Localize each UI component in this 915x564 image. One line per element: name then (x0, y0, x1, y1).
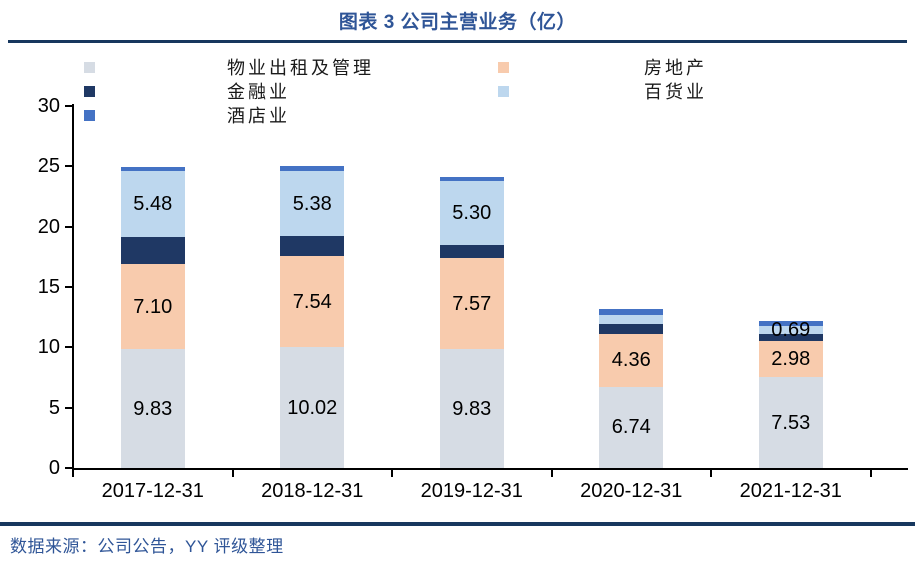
legend-swatch (84, 62, 95, 73)
legend-swatch (84, 86, 95, 97)
y-axis-tick (65, 225, 72, 228)
legend-label: 酒店业 (227, 106, 290, 126)
bar-value-label: 5.48 (133, 193, 173, 216)
bar-segment (599, 334, 664, 387)
bar-segment (280, 171, 345, 237)
bar-value-label: 9.83 (452, 397, 492, 420)
bar-segment (758, 333, 823, 342)
footer-divider (0, 522, 915, 526)
bar-segment (120, 166, 185, 172)
bar-segment (120, 263, 185, 350)
y-axis-tick (65, 165, 72, 168)
bar-value-label: 7.54 (292, 290, 332, 313)
bar-segment (599, 308, 664, 316)
legend-label: 金融业 (227, 82, 290, 102)
bar-value-label: 4.36 (611, 349, 651, 372)
bar-segment (120, 171, 185, 238)
bar-segment (120, 237, 185, 264)
bar-value-label: 10.02 (287, 396, 338, 419)
legend-label: 物业出租及管理 (227, 58, 374, 78)
x-tick-label: 2021-12-31 (739, 480, 842, 502)
legend-label: 百货业 (644, 82, 707, 102)
y-axis-tick (65, 406, 72, 409)
x-tick-label: 2018-12-31 (261, 480, 364, 502)
bar-segment (280, 256, 345, 348)
bar-segment (599, 323, 664, 335)
x-axis-tick (869, 470, 872, 477)
bar-value-label: 7.57 (452, 292, 492, 315)
bar-segment (599, 315, 664, 324)
source-note: 数据来源：公司公告，YY 评级整理 (10, 537, 284, 556)
chart-title: 图表 3 公司主营业务（亿） (338, 12, 577, 33)
legend-swatch (84, 110, 95, 121)
x-axis-tick (231, 470, 234, 477)
bar-segment (439, 181, 504, 246)
bar-segment (439, 349, 504, 468)
y-tick-label: 25 (37, 155, 60, 178)
y-tick-label: 15 (37, 276, 60, 298)
bar-value-label: 5.30 (452, 202, 492, 225)
bar-segment (280, 347, 345, 468)
bar-segment (758, 325, 823, 334)
x-axis-line (72, 468, 908, 470)
bar-segment (758, 320, 823, 326)
bar-value-label: 9.83 (133, 397, 173, 420)
y-axis-tick (65, 286, 72, 288)
legend-swatch (498, 62, 509, 73)
bar-segment (280, 236, 345, 257)
bar-value-label: 6.74 (611, 416, 651, 439)
y-tick-label: 30 (37, 95, 60, 117)
x-tick-label: 2020-12-31 (580, 480, 683, 502)
bar-value-label: 7.53 (771, 411, 811, 434)
x-axis-tick (550, 470, 553, 477)
bar-segment (439, 177, 504, 182)
bar-value-label: 7.10 (133, 295, 173, 318)
y-tick-label: 5 (48, 396, 60, 419)
x-axis-tick (391, 470, 393, 477)
bar-segment (280, 166, 345, 172)
bar-value-label: 5.38 (292, 192, 332, 215)
x-tick-label: 2019-12-31 (420, 480, 523, 502)
y-axis-line (72, 104, 74, 470)
bar-segment (758, 377, 823, 468)
y-axis-tick (65, 105, 72, 107)
x-tick-label: 2017-12-31 (101, 480, 204, 502)
y-tick-label: 20 (37, 215, 60, 238)
x-axis-tick (710, 470, 712, 477)
title-divider (8, 40, 907, 43)
bar-value-label: 0.69 (771, 318, 811, 341)
bar-segment (439, 258, 504, 350)
bar-value-label: 2.98 (771, 348, 811, 371)
x-axis-tick (72, 470, 74, 477)
bar-segment (120, 349, 185, 468)
legend-swatch (498, 86, 509, 97)
legend-label: 房地产 (644, 58, 707, 78)
y-axis-tick (65, 346, 72, 349)
y-tick-label: 0 (48, 457, 60, 479)
bar-segment (439, 245, 504, 259)
bar-segment (599, 386, 664, 468)
y-tick-label: 10 (37, 336, 60, 359)
bar-segment (758, 341, 823, 378)
y-axis-tick (65, 467, 72, 469)
